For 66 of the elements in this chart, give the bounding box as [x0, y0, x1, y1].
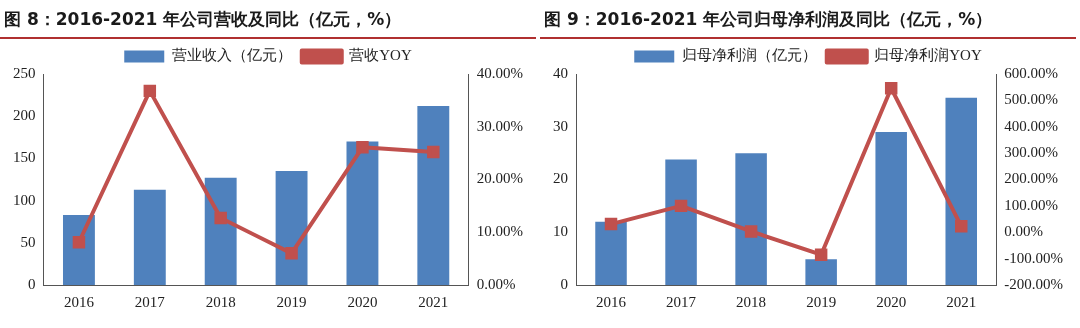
x-tick-label: 2021 [418, 293, 449, 310]
y2-tick-label: 300.00% [1004, 144, 1059, 161]
y2-tick-label: 40.00% [476, 64, 523, 81]
y2-tick-label: 600.00% [1004, 64, 1059, 81]
chart-title: 图 8：2016-2021 年公司营收及同比（亿元，%） [0, 0, 536, 39]
y-tick-label: 10 [553, 223, 568, 240]
point [814, 248, 828, 261]
chart-title: 图 9：2016-2021 年公司归母净利润及同比（亿元，%） [540, 0, 1076, 39]
y-tick-label: 50 [20, 233, 36, 250]
y2-tick-label: 0.00% [476, 275, 516, 292]
legend-label: 归母净利润YOY [874, 47, 982, 64]
y-tick-label: 20 [553, 170, 568, 187]
y-tick-label: 200 [13, 107, 36, 124]
y2-tick-label: 20.00% [476, 170, 523, 187]
legend-label: 营业收入（亿元） [171, 47, 292, 64]
point [674, 199, 688, 213]
y2-tick-label: 30.00% [476, 117, 523, 134]
point [884, 82, 898, 95]
y-tick-label: 0 [560, 275, 568, 292]
bar [417, 106, 450, 285]
y2-tick-label: 0.00% [1004, 223, 1044, 240]
y-tick-label: 100 [13, 191, 36, 208]
y-tick-label: 250 [13, 64, 36, 81]
point [214, 211, 227, 225]
bar [133, 189, 166, 285]
y-tick-label: 0 [28, 275, 36, 292]
y2-tick-label: -200.00% [1004, 275, 1064, 292]
x-tick-label: 2020 [347, 293, 378, 310]
x-tick-label: 2019 [806, 293, 837, 310]
y2-tick-label: 10.00% [476, 223, 523, 240]
bar [945, 97, 977, 285]
x-tick-label: 2019 [276, 293, 307, 310]
x-tick-label: 2016 [596, 293, 627, 310]
bar [204, 177, 237, 285]
x-tick-label: 2018 [736, 293, 767, 310]
point [427, 145, 440, 159]
y-tick-label: 40 [553, 64, 568, 81]
bar [665, 159, 697, 285]
point [285, 247, 298, 260]
x-tick-label: 2018 [205, 293, 236, 310]
point [143, 84, 157, 98]
point [955, 219, 968, 233]
y2-tick-label: -100.00% [1004, 249, 1064, 266]
point [356, 141, 369, 154]
y2-tick-label: 400.00% [1004, 117, 1059, 134]
x-tick-label: 2020 [876, 293, 907, 310]
bar [735, 153, 767, 285]
point [744, 225, 758, 238]
legend-label: 归母净利润（亿元） [681, 47, 817, 64]
bar [346, 141, 379, 285]
y-tick-label: 30 [553, 117, 568, 134]
bar [275, 171, 308, 285]
bar [595, 221, 627, 285]
bar [875, 132, 907, 285]
point [72, 236, 86, 249]
legend-label: 营收YOY [349, 47, 412, 64]
y2-tick-label: 500.00% [1004, 91, 1059, 108]
y2-tick-label: 200.00% [1004, 170, 1059, 187]
x-tick-label: 2021 [946, 293, 977, 310]
x-tick-label: 2016 [63, 293, 95, 310]
bar [805, 259, 837, 285]
y2-tick-label: 100.00% [1004, 196, 1059, 213]
y-tick-label: 150 [13, 149, 36, 166]
point [604, 217, 618, 231]
x-tick-label: 2017 [134, 293, 166, 310]
x-tick-label: 2017 [666, 293, 697, 310]
